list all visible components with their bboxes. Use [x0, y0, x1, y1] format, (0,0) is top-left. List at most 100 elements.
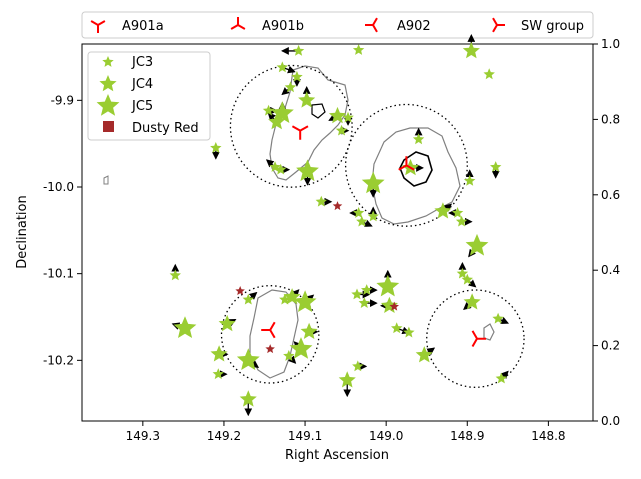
jc3-point — [490, 161, 502, 172]
jc5-point — [289, 337, 313, 359]
x-tick-label: 149.3 — [126, 429, 160, 443]
cluster-circle-3 — [426, 289, 525, 388]
a901a-marker-icon — [90, 20, 106, 33]
dusty-red-point — [389, 301, 399, 311]
legend-label-jc5: JC5 — [131, 99, 153, 114]
dusty-red-point — [235, 286, 245, 295]
contour-blob-left — [103, 175, 109, 185]
jc3-point — [456, 267, 469, 279]
jc4-star-icon — [99, 75, 117, 92]
top-legend-items: A901a A901b A902 SW group — [90, 17, 584, 34]
cluster-circle-1 — [344, 103, 468, 227]
jc4-point — [210, 345, 228, 362]
jc3-star-icon — [102, 56, 114, 67]
jc4-point — [463, 293, 481, 310]
contour-sw-small — [483, 323, 495, 341]
y2-tick-label: 0.0 — [601, 414, 620, 428]
y2-tick-label: 1.0 — [601, 37, 620, 51]
jc3-point — [291, 70, 303, 82]
legend: JC3 JC4 JC5 Dusty Red — [87, 51, 211, 141]
jc3-point — [342, 111, 354, 123]
y-tick-label: -10.2 — [43, 353, 74, 367]
jc3-point — [279, 293, 291, 305]
a902-cluster-marker — [261, 321, 276, 339]
jc3-point — [315, 195, 327, 207]
jc5-point — [173, 316, 197, 338]
jc4-point — [298, 91, 316, 108]
y-tick-label: -10.1 — [43, 267, 74, 281]
top-legend-label-sw-group: SW group — [521, 19, 584, 34]
jc3-point — [483, 68, 495, 80]
jc5-star-icon — [96, 94, 120, 116]
jc3-point — [351, 288, 363, 300]
x-tick-label: 148.8 — [531, 429, 565, 443]
jc3-point — [455, 215, 468, 227]
y2-tick-label: 0.8 — [601, 112, 620, 126]
jc3-point — [292, 44, 305, 56]
jc3-point — [464, 174, 476, 186]
contour-a901a-inner — [311, 103, 326, 119]
x-tick-label: 148.9 — [450, 429, 484, 443]
jc3-point — [335, 124, 348, 136]
jc3-point — [492, 312, 504, 324]
x-tick-label: 149.0 — [369, 429, 403, 443]
jc4-point — [462, 41, 480, 59]
sw-group-cluster-marker — [471, 330, 487, 347]
jc4-point — [434, 202, 452, 219]
jc3-point — [356, 215, 368, 227]
jc4-point — [239, 390, 257, 407]
jc3-point — [352, 207, 365, 218]
axis-ticks: 149.3 149.2 149.1 149.0 148.9 148.8 -9.9 -10.0 -… — [43, 37, 620, 443]
cluster-circles — [220, 64, 525, 388]
legend-frame — [87, 51, 211, 141]
jc4-point — [328, 106, 347, 124]
jc3-point — [412, 133, 425, 145]
cluster-markers — [261, 125, 487, 347]
legend-label-jc4: JC4 — [131, 77, 153, 92]
jc3-point — [361, 284, 373, 295]
jc3-point — [275, 163, 287, 175]
jc3-point — [495, 372, 508, 384]
jc4-point — [268, 113, 286, 130]
contour-a901b-inner — [399, 151, 433, 187]
jc3-point — [276, 61, 289, 73]
jc3-point — [283, 350, 295, 361]
legend-label-jc3: JC3 — [131, 55, 153, 70]
jc5-point — [236, 348, 260, 370]
jc3-point — [352, 44, 365, 55]
y-tick-label: -9.9 — [51, 93, 74, 107]
jc3-point — [242, 293, 254, 305]
jc5-point — [293, 290, 317, 312]
cluster-circle-0 — [229, 64, 353, 188]
top-legend-frame — [81, 11, 594, 39]
contour-a901a — [269, 65, 349, 181]
jc3-point — [284, 81, 297, 93]
cluster-circle-2 — [220, 285, 320, 384]
jc3-point — [212, 368, 224, 380]
y2-tick-label: 0.4 — [601, 263, 620, 277]
top-legend: A901a A901b A902 SW group — [81, 11, 594, 39]
y-axis-label: Declination — [15, 195, 30, 269]
x-tick-label: 149.2 — [207, 429, 241, 443]
jc3-point — [367, 210, 379, 222]
a901b-cluster-marker — [398, 156, 415, 171]
jc5-point — [465, 233, 489, 256]
y2-tick-label: 0.6 — [601, 188, 620, 202]
jc5-point — [296, 159, 319, 182]
x-axis-label: Right Ascension — [285, 448, 389, 463]
top-legend-label-a901a: A901a — [122, 19, 164, 34]
jc4-point — [415, 346, 433, 363]
a902-marker-icon — [365, 17, 378, 33]
sw-group-marker-icon — [492, 17, 505, 33]
a901a-cluster-marker — [291, 125, 309, 140]
jc3-point — [262, 104, 275, 116]
y2-tick-label: 0.2 — [601, 339, 620, 353]
jc3-point — [210, 142, 222, 153]
jc3-point — [358, 297, 370, 308]
jc3-point — [461, 273, 473, 285]
jc5-point — [361, 171, 385, 194]
top-legend-label-a902: A902 — [397, 19, 431, 34]
legend-label-dusty-red: Dusty Red — [132, 121, 199, 136]
y-tick-label: -10.0 — [43, 180, 74, 194]
